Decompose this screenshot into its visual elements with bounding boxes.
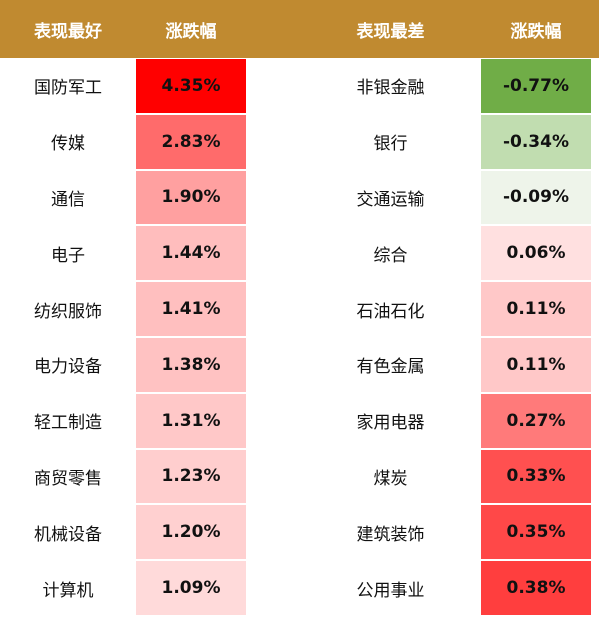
sector-cell: 通信 <box>51 189 85 210</box>
header-cell: 表现最好 <box>34 21 102 42</box>
change-cell: 1.44% <box>136 226 246 281</box>
change-cell: -0.34% <box>481 114 591 169</box>
sector-cell: 国防军工 <box>34 78 102 99</box>
sector-cell: 计算机 <box>42 580 94 601</box>
change-cell: 0.27% <box>481 393 591 448</box>
sector-cell: 轻工制造 <box>34 413 102 434</box>
header-cell: 涨跌幅 <box>510 21 562 42</box>
change-cell: 0.35% <box>481 505 591 560</box>
change-cell: 1.31% <box>136 393 246 448</box>
sector-cell: 有色金属 <box>356 357 425 378</box>
change-cell: 0.38% <box>481 561 591 615</box>
sector-cell: 建筑装饰 <box>356 524 425 545</box>
change-cell: 1.09% <box>136 561 246 615</box>
sector-cell: 电子 <box>51 245 85 266</box>
sector-cell: 石油石化 <box>356 301 425 322</box>
sector-cell: 机械设备 <box>34 524 102 545</box>
header-cell: 涨跌幅 <box>165 21 217 42</box>
change-cell: 1.23% <box>136 449 246 504</box>
sector-cell: 传媒 <box>51 134 85 155</box>
sector-cell: 商贸零售 <box>34 468 102 489</box>
change-cell: 2.83% <box>136 114 246 169</box>
sector-cell: 家用电器 <box>356 413 425 434</box>
change-cell: 1.20% <box>136 505 246 560</box>
sector-cell: 电力设备 <box>34 357 102 378</box>
header-cell: 表现最差 <box>356 21 425 42</box>
header-background <box>0 0 599 58</box>
change-cell: 4.35% <box>136 59 246 113</box>
change-cell: 1.38% <box>136 338 246 392</box>
change-cell: -0.77% <box>481 59 591 113</box>
sector-cell: 非银金融 <box>356 78 425 99</box>
sector-cell: 综合 <box>373 245 408 266</box>
change-cell: 0.33% <box>481 449 591 504</box>
change-cell: 1.41% <box>136 282 246 336</box>
change-cell: 0.11% <box>481 282 591 336</box>
change-cell: 0.06% <box>481 226 591 281</box>
sector-cell: 煤炭 <box>373 468 408 489</box>
sector-cell: 交通运输 <box>356 189 425 210</box>
sector-cell: 纺织服饰 <box>34 301 102 322</box>
change-cell: 1.90% <box>136 170 246 225</box>
sector-cell: 公用事业 <box>356 580 425 601</box>
change-cell: 0.11% <box>481 338 591 392</box>
change-cell: -0.09% <box>481 170 591 225</box>
sector-cell: 银行 <box>373 134 408 155</box>
